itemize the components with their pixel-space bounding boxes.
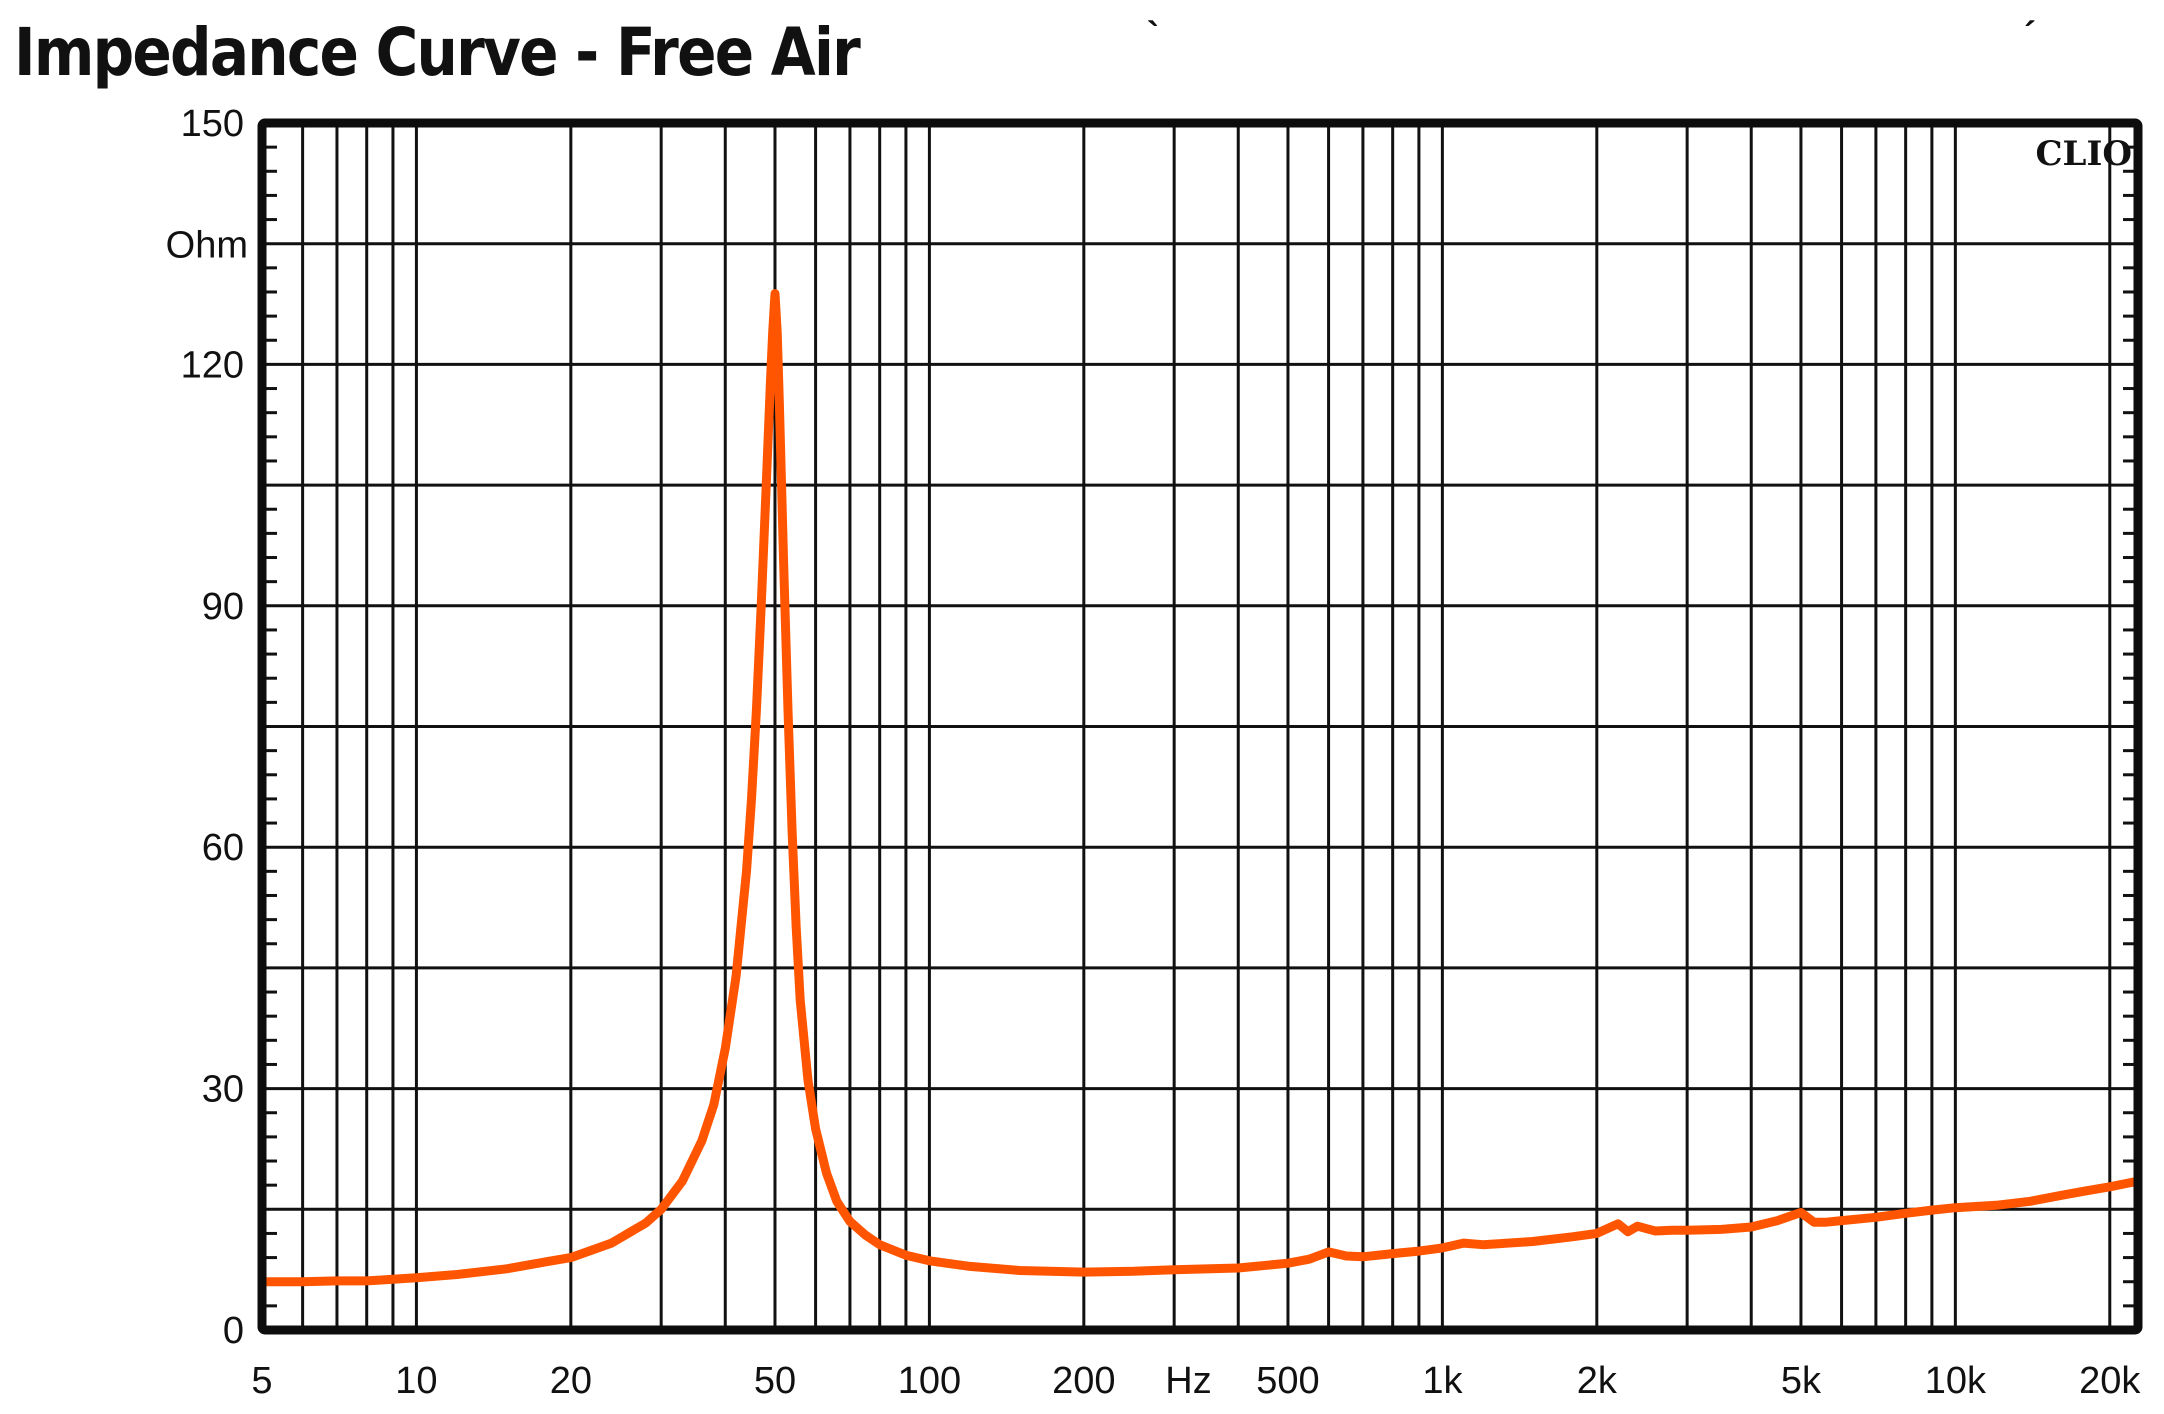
chart-title: Impedance Curve - Free Air (14, 14, 861, 91)
x-tick-label: 20 (550, 1360, 592, 1402)
y-axis-unit-label: Ohm (166, 225, 248, 267)
stray-mark-right: ´ (2024, 14, 2036, 55)
plot-frame (257, 118, 2143, 1335)
stray-mark-left: ` (1147, 14, 1159, 55)
x-tick-label: 50 (754, 1360, 796, 1402)
y-tick-label: 120 (181, 344, 244, 386)
impedance-curve (257, 289, 2143, 1287)
y-tick-label: 60 (202, 827, 244, 869)
x-tick-label: 200 (1052, 1360, 1115, 1402)
x-tick-label: 10k (1925, 1360, 1987, 1402)
x-tick-label: Hz (1165, 1360, 1211, 1402)
x-axis-labels: 5 10 20 50 100 200 Hz 500 1k 2k 5k 10k 20k (251, 1360, 2141, 1402)
clio-watermark: CLIO (2036, 134, 2133, 174)
x-tick-label: 5 (251, 1360, 272, 1402)
x-tick-label: 20k (2079, 1360, 2141, 1402)
x-tick-label: 5k (1781, 1360, 1822, 1402)
grid-lines (262, 121, 2138, 1332)
y-tick-label: 150 (181, 103, 244, 145)
y-axis-labels: 0 30 60 90 120 150 (181, 103, 244, 1352)
x-tick-label: 2k (1577, 1360, 1618, 1402)
y-tick-label: 0 (223, 1310, 244, 1352)
x-tick-label: 100 (898, 1360, 961, 1402)
x-tick-label: 1k (1422, 1360, 1463, 1402)
x-tick-label: 500 (1256, 1360, 1319, 1402)
y-tick-label: 30 (202, 1069, 244, 1111)
y-tick-label: 90 (202, 586, 244, 628)
x-tick-label: 10 (395, 1360, 437, 1402)
